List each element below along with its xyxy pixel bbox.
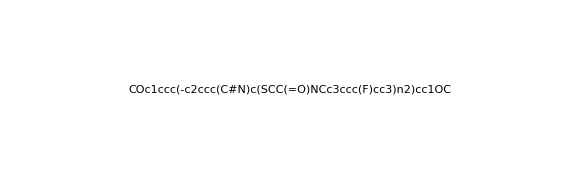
Text: COc1ccc(-c2ccc(C#N)c(SCC(=O)NCc3ccc(F)cc3)n2)cc1OC: COc1ccc(-c2ccc(C#N)c(SCC(=O)NCc3ccc(F)cc… — [128, 85, 452, 95]
